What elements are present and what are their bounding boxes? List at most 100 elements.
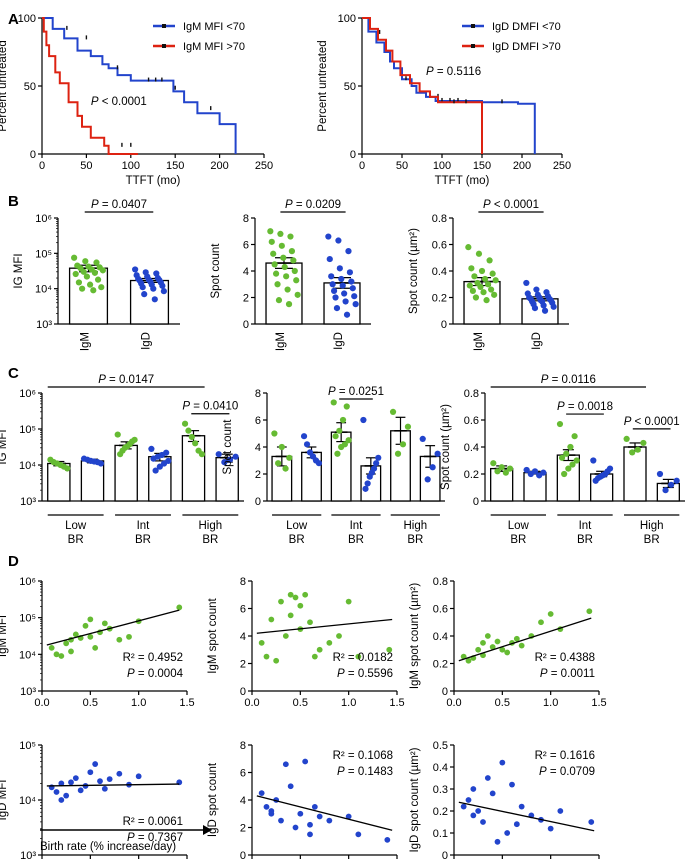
C3-y-tick-label: 0.8 [464,388,479,400]
B3-data-point [481,275,489,283]
D6-data-point [465,797,472,803]
B3-data-point [468,265,475,272]
D1-data-point [126,633,132,640]
C3-data-point [590,457,597,464]
D2-data-point [292,594,299,601]
C2-group-label: Int [350,520,364,532]
C3-data-point [668,481,675,488]
C2-data-point [424,476,431,483]
D2-x-tick-label: 0.5 [293,697,308,709]
B1-data-point [139,284,146,291]
C2-data-point [286,454,293,461]
D3-y-tick-label: 0.6 [433,604,448,616]
C3-data-point [527,470,534,478]
D2-data-point [326,639,333,646]
D4-data-point [106,776,113,782]
C2-group-label: High [404,520,428,532]
C1-data-point [226,456,234,463]
A2-y-tick-label: 100 [338,13,356,25]
D3-x-tick-label: 0.0 [446,697,461,709]
C3-data-point [556,420,564,428]
D2-x-tick-label: 1.0 [341,697,356,709]
D3-data-point [586,608,593,615]
A2-x-tick-label: 150 [473,160,491,172]
B3-data-point [531,305,539,312]
D2-data-point [336,633,342,639]
D4-y-label: IgD MFI [0,780,9,821]
D2-data-point [316,646,323,653]
A1-series-1-line [42,17,237,154]
B3-data-point [471,273,478,280]
D5-y-tick-label: 2 [240,823,246,835]
B3-data-point [484,281,492,288]
B1-data-point [91,269,98,276]
D1-x-tick-label: 0.0 [34,697,49,709]
B2-data-point [274,281,281,288]
C3-data-point [571,433,578,440]
D3-data-point [489,644,496,650]
panel-label-c: C [8,365,19,382]
D1-y-tick-label: 10³ [20,686,36,698]
B2-data-point [345,248,352,255]
B2-data-point [330,287,338,294]
C3-y-tick-label: 0.4 [464,442,479,454]
D1-y-tick-label: 10⁶ [19,576,36,588]
C3-y-tick-label: 0 [473,496,479,508]
C1-y-tick-label: 10⁶ [19,388,36,400]
birth-rate-arrow-head [203,825,212,835]
A1-legend-label: IgM MFI <70 [183,21,245,33]
A2-series-1-line [362,17,536,154]
A2-p-value: P = 0.5116 [426,66,481,78]
D6-y-tick-label: 0.3 [433,784,448,796]
A2-legend-marker [471,44,475,48]
D1-data-point [87,633,94,640]
C1-data-point [198,451,206,458]
D6-r-squared: R² = 0.1616 [535,750,595,762]
B1-data-point [82,258,89,265]
D2-x-tick-label: 1.5 [389,697,404,709]
B2-data-point [294,291,301,298]
C1-y-tick-label: 10⁵ [19,424,36,436]
D5-y-label: IgD spot count [207,762,219,837]
B2-data-point [270,250,277,257]
D5-y-tick-label: 4 [240,795,246,807]
D6-data-point [460,803,467,810]
D1-y-tick-label: 10⁴ [19,649,36,661]
C3-y-tick-label: 0.2 [464,469,479,481]
C2-data-point [332,433,339,440]
D3-y-tick-label: 0.8 [433,576,448,588]
B2-data-point [284,286,291,293]
A2-x-tick-label: 250 [553,160,571,172]
D1-data-point [68,648,74,655]
D1-data-point [53,651,60,658]
C2-y-tick-label: 4 [255,442,261,454]
B3-data-point [469,287,476,294]
D2-data-point [302,591,309,598]
B3-y-label: Spot count (µm²) [408,228,420,314]
C3-p-value: P = 0.0116 [541,374,596,386]
B1-data-point [159,282,166,289]
C3-y-tick-label: 0.6 [464,415,479,427]
A1-x-tick-label: 100 [122,160,140,172]
C1-p-value: P = 0.0147 [98,374,154,386]
C3-data-point [569,461,576,468]
C2-y-tick-label: 0 [255,496,261,508]
B2-data-point [283,273,290,280]
C3-p-value: P < 0.0001 [624,416,680,428]
C1-group-label: High [199,520,223,532]
C1-data-point [185,427,192,434]
A2-x-label: TTFT (mo) [435,175,490,187]
A1-x-tick-label: 150 [166,160,184,172]
panel-label-a: A [8,11,19,28]
D2-y-tick-label: 4 [240,631,246,643]
D4-data-point [92,761,99,767]
D4-data-point [87,769,94,776]
D1-y-label: IgM MFI [0,615,9,657]
B1-data-point [75,279,83,286]
C1-bar [80,460,105,502]
B3-data-point [550,303,557,310]
D4-regression-line [46,783,180,787]
C3-data-point [567,443,574,451]
B2-data-point [288,248,296,255]
